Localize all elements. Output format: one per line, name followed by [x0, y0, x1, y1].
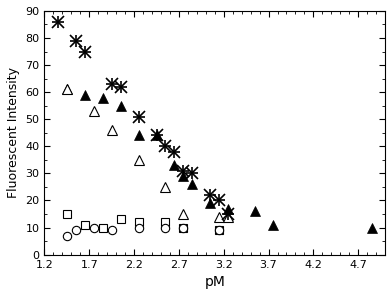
Y-axis label: Fluorescent Intensity: Fluorescent Intensity [7, 67, 20, 198]
X-axis label: pM: pM [204, 275, 225, 289]
